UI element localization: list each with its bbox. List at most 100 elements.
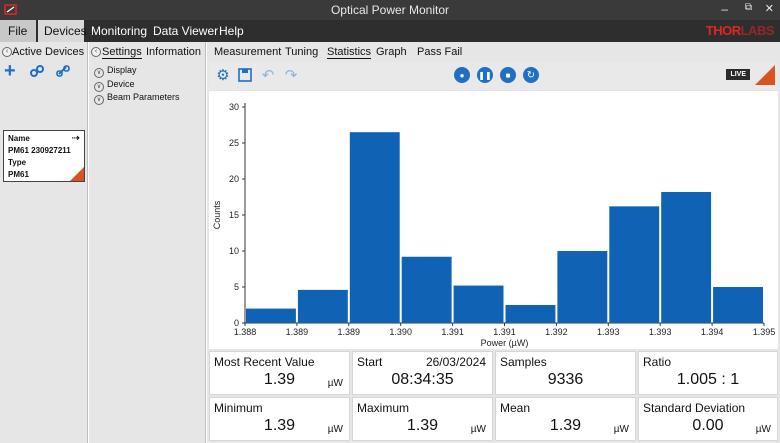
- app-icon: [4, 4, 17, 15]
- histogram-bar: [505, 305, 556, 323]
- tab-pass-fail[interactable]: Pass Fail: [417, 46, 463, 58]
- y-tick-label: 5: [234, 282, 239, 292]
- histogram-bar: [401, 256, 452, 323]
- live-corner-indicator: [755, 65, 775, 85]
- histogram-bar: [713, 287, 763, 323]
- active-devices-panel: ‹ Active Devices + Name PM61 230927211 T…: [0, 42, 88, 443]
- add-device-icon[interactable]: +: [4, 60, 16, 82]
- minimize-button[interactable]: ‒: [721, 2, 728, 16]
- stop-button[interactable]: ■: [500, 67, 516, 83]
- menu-devices[interactable]: Devices: [38, 20, 87, 42]
- stat-value: 0.00: [692, 417, 724, 434]
- histogram-bar: [557, 251, 608, 323]
- save-icon[interactable]: [236, 66, 254, 84]
- tab-statistics[interactable]: Statistics: [327, 46, 372, 59]
- statistics-grid: Most Recent Value 1.39 µW Start 26/03/20…: [209, 351, 778, 441]
- device-name: PM61 230927211: [8, 146, 71, 155]
- collapse-left-icon[interactable]: ‹: [2, 47, 12, 57]
- undo-icon[interactable]: ↶: [261, 67, 275, 84]
- x-tick-label: 1.389: [286, 327, 309, 337]
- menu-help[interactable]: Help: [219, 24, 244, 38]
- histogram-svg: 0 5 10 15 20 25 30 1.388 1.389 1.389 1.390 1.391 1.3…: [212, 102, 776, 348]
- stat-value: 1.39: [263, 371, 296, 388]
- stat-label: Standard Deviation: [643, 401, 746, 415]
- tree-item-display[interactable]: ∨ Display: [94, 65, 137, 78]
- stat-unit: µW: [327, 378, 343, 389]
- tree-label: Device: [107, 79, 135, 89]
- title-bar: Optical Power Monitor ‒ ⧉ ✕: [0, 0, 780, 20]
- close-button[interactable]: ✕: [764, 3, 774, 15]
- y-tick-label: 10: [229, 246, 239, 256]
- device-card[interactable]: Name PM61 230927211 Type PM61 ⇢: [3, 130, 85, 182]
- restore-button[interactable]: ⧉: [744, 2, 752, 13]
- y-tick-label: 0: [234, 318, 239, 328]
- stat-mean: Mean 1.39 µW: [495, 397, 636, 441]
- reset-button[interactable]: ↻: [523, 67, 539, 83]
- stat-ratio: Ratio 1.005 : 1: [638, 351, 778, 395]
- tab-settings[interactable]: Settings: [102, 46, 142, 59]
- x-tick-label: 1.389: [338, 327, 361, 337]
- link-icon[interactable]: [56, 64, 70, 81]
- thorlabs-logo: THORLABS: [705, 23, 775, 38]
- y-axis-label: Counts: [212, 200, 222, 229]
- stat-samples: Samples 9336: [495, 351, 636, 395]
- stat-value: 08:34:35: [391, 371, 454, 388]
- stat-label: Start: [357, 355, 383, 369]
- tree-label: Beam Parameters: [107, 92, 180, 102]
- histogram-bar: [297, 289, 348, 323]
- stat-maximum: Maximum 1.39 µW: [352, 397, 493, 441]
- x-axis-label: Power (µW): [481, 338, 529, 348]
- tab-information[interactable]: Information: [146, 46, 202, 58]
- stat-value: 1.39: [263, 417, 296, 434]
- chevron-down-icon: ∨: [94, 95, 104, 105]
- menu-data-viewer[interactable]: Data Viewer: [153, 24, 219, 38]
- window-title: Optical Power Monitor: [330, 3, 450, 17]
- histogram-chart: 0 5 10 15 20 25 30 1.388 1.389 1.389 1.390 1.391 1.3…: [209, 91, 778, 349]
- y-tick-label: 25: [229, 138, 239, 148]
- stat-unit: µW: [755, 424, 771, 435]
- device-name-label: Name: [8, 134, 30, 143]
- tab-graph[interactable]: Graph: [376, 46, 407, 58]
- y-tick-label: 30: [229, 102, 239, 112]
- tree-item-beam-parameters[interactable]: ∨ Beam Parameters: [94, 92, 180, 105]
- record-button[interactable]: ●: [454, 67, 470, 83]
- menu-monitoring[interactable]: Monitoring: [91, 24, 148, 38]
- x-tick-label: 1.392: [545, 327, 568, 337]
- x-tick-label: 1.391: [441, 327, 464, 337]
- stat-standard-deviation: Standard Deviation 0.00 µW: [638, 397, 778, 441]
- tab-measurement[interactable]: Measurement: [214, 46, 282, 58]
- stat-value: 9336: [547, 371, 584, 388]
- histogram-bar: [661, 191, 712, 323]
- device-type-label: Type: [8, 158, 27, 167]
- stat-start: Start 26/03/2024 08:34:35: [352, 351, 493, 395]
- x-tick-label: 1.395: [753, 327, 776, 337]
- menu-file[interactable]: File: [0, 20, 36, 42]
- stat-value: 1.005 : 1: [676, 371, 740, 388]
- stat-minimum: Minimum 1.39 µW: [209, 397, 350, 441]
- stat-date: 26/03/2024: [425, 355, 486, 369]
- tree-item-device[interactable]: ∨ Device: [94, 79, 135, 92]
- stat-label: Mean: [500, 401, 531, 415]
- y-tick-label: 15: [229, 210, 239, 220]
- gear-icon[interactable]: ⚙: [216, 67, 230, 84]
- y-tick-label: 20: [229, 174, 239, 184]
- stat-label: Samples: [500, 355, 547, 369]
- stat-unit: µW: [327, 424, 343, 435]
- x-tick-label: 1.391: [493, 327, 516, 337]
- main-panel: Measurement Tuning Statistics Graph Pass…: [207, 42, 780, 443]
- stat-value: 1.39: [549, 417, 582, 434]
- histogram-bar: [246, 308, 296, 323]
- tree-label: Display: [107, 65, 137, 75]
- x-tick-label: 1.393: [597, 327, 620, 337]
- active-devices-header: Active Devices: [12, 46, 85, 58]
- redo-icon[interactable]: ↷: [284, 67, 298, 84]
- chevron-down-icon: ∨: [94, 68, 104, 78]
- stat-label: Minimum: [214, 401, 263, 415]
- stat-unit: µW: [613, 424, 629, 435]
- collapse-settings-icon[interactable]: ‹: [91, 47, 101, 57]
- connect-icon[interactable]: [30, 64, 44, 81]
- pause-button[interactable]: ❚❚: [477, 67, 493, 83]
- stat-most-recent-value: Most Recent Value 1.39 µW: [209, 351, 350, 395]
- tab-tuning[interactable]: Tuning: [285, 46, 319, 58]
- histogram-bar: [609, 206, 660, 323]
